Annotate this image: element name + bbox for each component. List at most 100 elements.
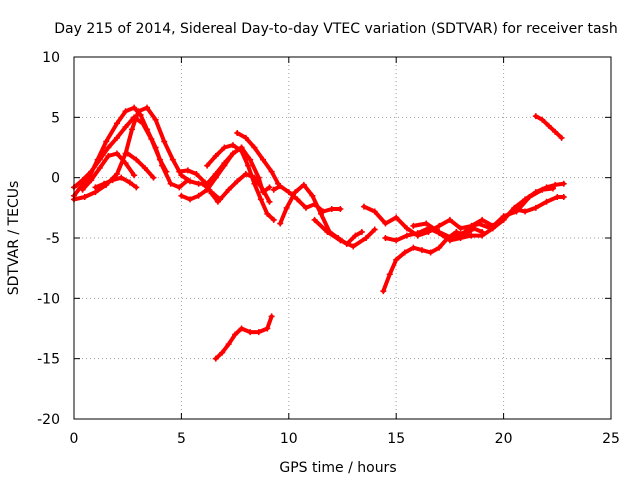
data-point-marker	[260, 156, 267, 163]
x-tick-label: 25	[602, 431, 620, 447]
data-point-marker	[264, 325, 271, 332]
x-tick-label: 20	[495, 431, 513, 447]
data-point-marker	[545, 122, 552, 129]
data-point-marker	[208, 189, 215, 196]
data-point-marker	[225, 186, 232, 193]
data-point-marker	[128, 126, 135, 133]
data-point-marker	[423, 220, 430, 227]
data-point-marker	[81, 193, 88, 200]
data-point-marker	[264, 210, 271, 217]
data-point-marker	[560, 180, 567, 187]
data-point-marker	[292, 189, 299, 196]
data-point-marker	[242, 171, 249, 178]
data-point-marker	[302, 204, 309, 211]
data-point-marker	[532, 113, 539, 120]
data-point-marker	[88, 177, 95, 184]
data-point-marker	[105, 144, 112, 151]
data-point-marker	[234, 130, 241, 137]
data-point-marker	[193, 171, 200, 178]
data-point-marker	[148, 136, 155, 143]
data-point-marker	[103, 138, 110, 145]
data-point-marker	[195, 192, 202, 199]
data-point-marker	[285, 189, 292, 196]
data-point-marker	[418, 247, 425, 254]
data-point-marker	[552, 128, 559, 135]
data-point-marker	[522, 208, 529, 215]
data-point-marker	[277, 220, 284, 227]
data-point-marker	[79, 186, 86, 193]
y-tick-label: -15	[37, 352, 60, 368]
data-point-marker	[124, 150, 131, 157]
data-point-marker	[270, 216, 277, 223]
data-point-marker	[238, 148, 245, 155]
data-point-marker	[92, 184, 99, 191]
data-point-marker	[328, 206, 335, 213]
data-point-marker	[550, 185, 557, 192]
data-point-marker	[513, 208, 520, 215]
data-point-marker	[131, 172, 138, 179]
data-point-marker	[410, 244, 417, 251]
data-point-marker	[539, 186, 546, 193]
data-point-marker	[133, 184, 140, 191]
data-point-marker	[363, 235, 370, 241]
series-arc-2	[72, 115, 169, 190]
data-point-marker	[105, 152, 112, 159]
data-point-marker	[234, 178, 241, 185]
data-point-marker	[268, 168, 275, 175]
series-arc-11	[235, 131, 281, 186]
data-point-marker	[532, 204, 539, 211]
data-point-marker	[511, 204, 518, 211]
data-point-marker	[380, 288, 387, 295]
data-point-marker	[427, 249, 434, 256]
data-point-marker	[184, 167, 191, 174]
series-arc-19	[411, 186, 555, 240]
data-point-marker	[135, 108, 142, 115]
data-point-marker	[401, 249, 408, 256]
data-point-marker	[257, 196, 264, 203]
data-point-marker	[131, 104, 138, 111]
data-point-marker	[176, 184, 183, 191]
data-point-marker	[96, 165, 103, 172]
data-point-marker	[436, 222, 443, 229]
data-point-marker	[161, 138, 168, 145]
data-point-marker	[113, 171, 120, 178]
data-point-marker	[212, 174, 219, 181]
data-point-marker	[156, 156, 163, 163]
data-point-marker	[113, 134, 120, 141]
data-point-marker	[350, 243, 357, 250]
grid-lines	[74, 57, 611, 419]
data-point-marker	[446, 216, 453, 223]
data-point-marker	[479, 216, 486, 223]
data-point-marker	[169, 156, 176, 163]
data-point-marker	[487, 225, 494, 232]
data-point-marker	[403, 225, 410, 232]
data-point-marker	[474, 220, 481, 227]
data-point-marker	[212, 355, 219, 362]
data-point-marker	[410, 222, 417, 229]
y-tick-label: -20	[37, 412, 60, 428]
series-arc-15	[312, 217, 377, 249]
data-point-marker	[468, 232, 475, 239]
data-point-marker	[176, 168, 183, 175]
data-point-marker	[436, 228, 443, 235]
data-point-marker	[539, 116, 546, 123]
data-point-marker	[266, 198, 273, 205]
y-tick-label: 0	[51, 171, 60, 187]
data-point-marker	[358, 228, 365, 235]
data-point-marker	[324, 228, 331, 235]
data-point-marker	[457, 225, 464, 232]
data-point-marker	[500, 213, 507, 220]
data-point-marker	[543, 198, 550, 205]
data-point-marker	[371, 226, 378, 233]
data-point-marker	[113, 120, 120, 127]
data-point-marker	[163, 168, 170, 175]
data-point-marker	[552, 181, 559, 188]
data-point-marker	[217, 196, 224, 203]
data-point-marker	[247, 329, 254, 336]
data-point-marker	[242, 134, 249, 141]
y-tick-label: 5	[51, 110, 60, 126]
y-tick-label: -10	[37, 291, 60, 307]
data-point-marker	[219, 349, 226, 356]
data-point-marker	[337, 237, 344, 244]
